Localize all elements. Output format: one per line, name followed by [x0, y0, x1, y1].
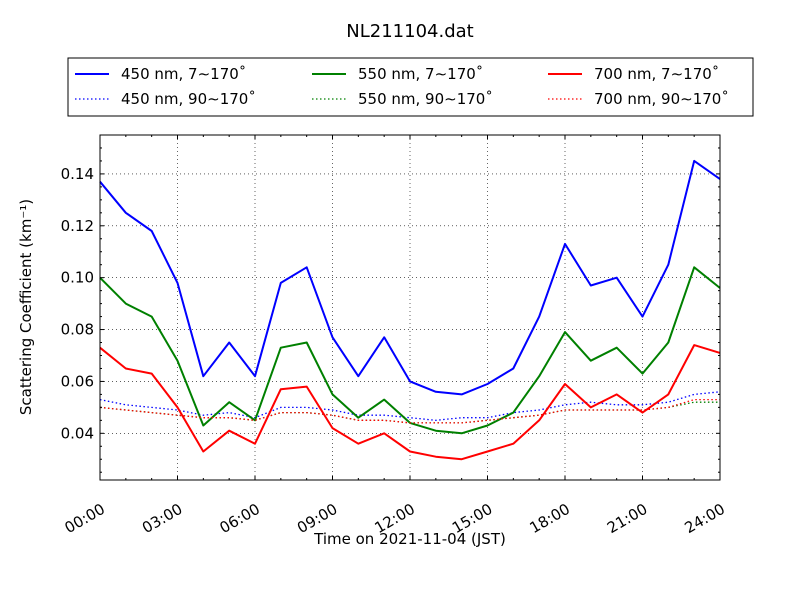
- y-tick-label: 0.06: [61, 372, 94, 390]
- x-tick-label: 24:00: [682, 500, 728, 537]
- series-line-0: [99, 159, 721, 396]
- x-tick-label: 03:00: [139, 500, 185, 537]
- x-tick-label: 21:00: [604, 500, 650, 537]
- x-tick-label: 06:00: [217, 500, 263, 537]
- legend-label-4: 700 nm, 7∼170˚: [594, 65, 719, 83]
- x-tick-label: 18:00: [527, 500, 573, 537]
- y-tick-label: 0.10: [61, 269, 94, 287]
- legend-label-0: 450 nm, 7∼170˚: [121, 65, 246, 83]
- y-tick-label: 0.08: [61, 321, 94, 339]
- y-tick-label: 0.14: [61, 165, 94, 183]
- y-axis-label: Scattering Coefficient (km⁻¹): [17, 199, 35, 415]
- legend: 450 nm, 7∼170˚ 450 nm, 90∼170˚ 550 nm, 7∼1…: [67, 57, 754, 117]
- legend-label-5: 700 nm, 90∼170˚: [594, 90, 729, 108]
- y-tick-label: 0.12: [61, 217, 94, 235]
- y-tick-label: 0.04: [61, 424, 94, 442]
- series-line-1: [99, 391, 721, 421]
- y-axis: 0.04 0.06 0.08 0.10 0.12 0.14: [61, 147, 720, 473]
- legend-label-3: 550 nm, 90∼170˚: [358, 90, 493, 108]
- series-layer: [99, 159, 721, 461]
- x-tick-label: 00:00: [62, 500, 108, 537]
- x-axis-label: Time on 2021-11-04 (JST): [313, 530, 506, 548]
- legend-label-1: 450 nm, 90∼170˚: [121, 90, 256, 108]
- chart-title: NL211104.dat: [346, 21, 473, 42]
- legend-label-2: 550 nm, 7∼170˚: [358, 65, 483, 83]
- series-line-4: [99, 344, 721, 461]
- legend-box: [67, 57, 754, 117]
- series-line-5: [99, 398, 720, 424]
